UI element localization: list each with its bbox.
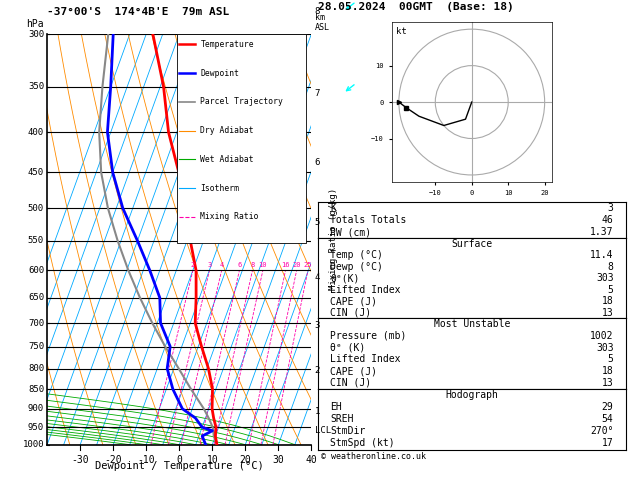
Text: 5: 5	[608, 285, 613, 295]
Text: 1.37: 1.37	[590, 227, 613, 237]
Text: -37°00'S  174°4B'E  79m ASL: -37°00'S 174°4B'E 79m ASL	[47, 7, 230, 17]
Text: Temp (°C): Temp (°C)	[330, 250, 383, 260]
Text: 54: 54	[602, 414, 613, 424]
Text: 13: 13	[602, 378, 613, 388]
Text: 40: 40	[306, 455, 317, 466]
Text: CIN (J): CIN (J)	[330, 378, 371, 388]
Bar	[177, 34, 306, 243]
Text: SREH: SREH	[330, 414, 353, 424]
Text: 4: 4	[220, 262, 224, 268]
Text: Dewpoint: Dewpoint	[201, 69, 240, 78]
Text: Parcel Trajectory: Parcel Trajectory	[201, 97, 283, 106]
Text: EH: EH	[330, 402, 342, 412]
Text: K: K	[330, 203, 336, 213]
Text: 20: 20	[292, 262, 301, 268]
Text: 10: 10	[206, 455, 218, 466]
Text: Lifted Index: Lifted Index	[330, 285, 401, 295]
Text: 18: 18	[602, 366, 613, 376]
Text: Pressure (mb): Pressure (mb)	[330, 331, 406, 341]
Text: CIN (J): CIN (J)	[330, 308, 371, 318]
Text: Most Unstable: Most Unstable	[433, 319, 510, 329]
Text: Temperature: Temperature	[201, 40, 254, 49]
Text: 5: 5	[314, 218, 320, 227]
Text: 1: 1	[314, 407, 320, 417]
Text: 850: 850	[28, 385, 44, 394]
Text: 25: 25	[304, 262, 312, 268]
Text: Lifted Index: Lifted Index	[330, 354, 401, 364]
Text: 303: 303	[596, 273, 613, 283]
Text: Wet Adiabat: Wet Adiabat	[201, 155, 254, 164]
Text: StmDir: StmDir	[330, 426, 365, 436]
Text: 3: 3	[608, 203, 613, 213]
Text: 20: 20	[240, 455, 251, 466]
Text: 550: 550	[28, 236, 44, 245]
Text: CAPE (J): CAPE (J)	[330, 296, 377, 306]
Text: 3: 3	[314, 321, 320, 330]
Text: 6: 6	[237, 262, 242, 268]
X-axis label: Dewpoint / Temperature (°C): Dewpoint / Temperature (°C)	[95, 461, 264, 471]
Text: 46: 46	[602, 215, 613, 225]
Text: 13: 13	[602, 308, 613, 318]
Text: 8: 8	[250, 262, 255, 268]
Text: Dry Adiabat: Dry Adiabat	[201, 126, 254, 135]
Text: 700: 700	[28, 318, 44, 328]
Text: -10: -10	[137, 455, 155, 466]
Text: PW (cm): PW (cm)	[330, 227, 371, 237]
Text: -20: -20	[104, 455, 122, 466]
Text: -30: -30	[71, 455, 89, 466]
Text: 4: 4	[314, 273, 320, 282]
Text: θᵉ(K): θᵉ(K)	[330, 273, 359, 283]
Text: km
ASL: km ASL	[314, 13, 330, 32]
Text: 1000: 1000	[23, 440, 44, 449]
Text: Mixing Ratio: Mixing Ratio	[201, 212, 259, 221]
Text: 2: 2	[314, 366, 320, 375]
Text: 400: 400	[28, 128, 44, 137]
Text: 5: 5	[608, 354, 613, 364]
Text: Surface: Surface	[451, 239, 493, 249]
Text: 300: 300	[28, 30, 44, 38]
Text: 17: 17	[602, 438, 613, 449]
Text: Dewp (°C): Dewp (°C)	[330, 262, 383, 272]
Text: 1002: 1002	[590, 331, 613, 341]
Text: Isotherm: Isotherm	[201, 184, 240, 192]
Text: LCL: LCL	[314, 426, 331, 435]
Text: 8: 8	[314, 7, 320, 16]
Text: CAPE (J): CAPE (J)	[330, 366, 377, 376]
Text: 450: 450	[28, 168, 44, 177]
Text: 800: 800	[28, 364, 44, 373]
Text: 7: 7	[314, 89, 320, 98]
Text: 29: 29	[602, 402, 613, 412]
Text: 10: 10	[259, 262, 267, 268]
Text: 500: 500	[28, 204, 44, 213]
Text: 0: 0	[176, 455, 182, 466]
Text: 950: 950	[28, 423, 44, 432]
Text: 303: 303	[596, 343, 613, 353]
Text: 6: 6	[314, 158, 320, 167]
Text: Hodograph: Hodograph	[445, 390, 498, 400]
Text: 350: 350	[28, 82, 44, 91]
Text: 600: 600	[28, 266, 44, 275]
Text: kt: kt	[396, 27, 407, 35]
Text: 900: 900	[28, 404, 44, 413]
Text: 8: 8	[608, 262, 613, 272]
Text: hPa: hPa	[26, 19, 44, 29]
Text: 750: 750	[28, 342, 44, 351]
Text: 11.4: 11.4	[590, 250, 613, 260]
Text: 28.05.2024  00GMT  (Base: 18): 28.05.2024 00GMT (Base: 18)	[318, 2, 513, 12]
Text: 16: 16	[281, 262, 290, 268]
Text: 270°: 270°	[590, 426, 613, 436]
Text: 650: 650	[28, 293, 44, 302]
Text: 30: 30	[272, 455, 284, 466]
Text: Mixing Ratio (g/kg): Mixing Ratio (g/kg)	[329, 188, 338, 291]
Text: StmSpd (kt): StmSpd (kt)	[330, 438, 394, 449]
Text: Totals Totals: Totals Totals	[330, 215, 406, 225]
Text: θᵉ (K): θᵉ (K)	[330, 343, 365, 353]
Text: 18: 18	[602, 296, 613, 306]
Text: 3: 3	[208, 262, 211, 268]
Text: 2: 2	[191, 262, 195, 268]
Text: © weatheronline.co.uk: © weatheronline.co.uk	[321, 452, 426, 461]
